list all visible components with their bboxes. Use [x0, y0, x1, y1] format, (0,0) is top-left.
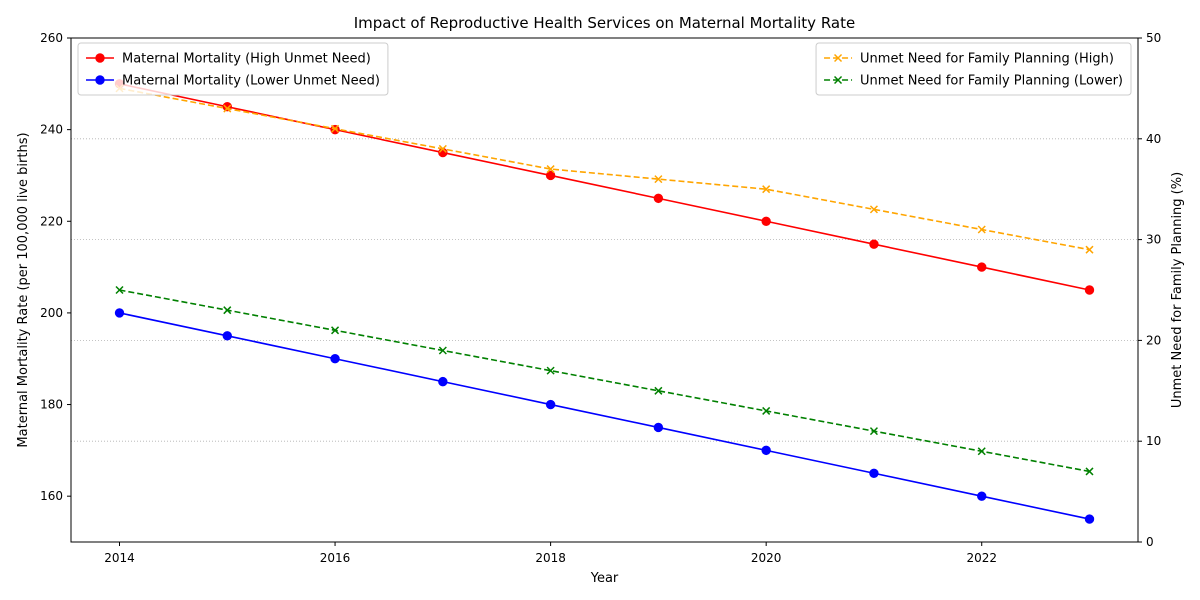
series-3-point-7	[869, 427, 878, 436]
series-2-point-9	[1085, 245, 1094, 254]
plot-frame	[70, 37, 1139, 543]
series-1-point-6	[761, 445, 771, 456]
x-axis-label: Year	[590, 571, 619, 586]
series-1-point-9	[1084, 514, 1095, 524]
series-1-point-3	[438, 376, 448, 387]
x-tick-label-3: 2020	[751, 551, 782, 565]
series-3-point-1-b	[223, 306, 232, 315]
series-0-point-9	[1084, 285, 1095, 295]
series-2-point-9-b	[1085, 245, 1094, 254]
series-1-point-5	[653, 422, 664, 433]
series-line-2	[119, 87, 1090, 251]
y2-tick-label-3: 30	[1146, 233, 1161, 247]
legend-right-marker-1	[834, 75, 843, 85]
series-0-point-5	[653, 193, 664, 204]
legend-right-marker-0	[834, 53, 843, 63]
series-1-point-7	[869, 468, 879, 478]
series-3-point-0-b	[115, 285, 124, 295]
series-2-point-6-b	[762, 185, 771, 194]
y-tick-label-3: 220	[40, 214, 63, 228]
series-1	[114, 308, 1095, 524]
y2-tick-label-1: 10	[1146, 434, 1161, 448]
series-3-point-9	[1085, 467, 1094, 476]
series-0-point-7	[869, 239, 879, 249]
x-tick-label-1: 2016	[320, 551, 351, 565]
legend-left-marker-1	[95, 75, 105, 85]
series-3-point-8-b	[977, 447, 986, 456]
y2-tick-label-0: 0	[1146, 535, 1154, 549]
series-2-point-4	[546, 165, 555, 174]
series-2-point-2-b	[331, 124, 340, 133]
legend-right-marker-1-b	[834, 75, 843, 85]
series-2-point-8	[977, 225, 986, 234]
y-tick-label-1: 180	[40, 398, 63, 412]
series-3-point-2-b	[331, 326, 340, 335]
series-0-point-6	[761, 216, 771, 226]
series-2-point-7-b	[869, 205, 878, 214]
series-3-point-0	[115, 285, 124, 295]
series-3-point-2	[331, 326, 340, 335]
series-3-point-6-b	[762, 406, 771, 415]
y-tick-label-2: 200	[40, 306, 63, 320]
y2-tick-label-5: 50	[1146, 31, 1161, 45]
series-2-point-7	[869, 205, 878, 214]
y-tick-label-0: 160	[40, 489, 63, 503]
legend-right: Unmet Need for Family Planning (High) Unm…	[815, 42, 1132, 96]
legend-left-label-1: Maternal Mortality (Lower Unmet Need)	[122, 74, 380, 89]
legend-right-label-1: Unmet Need for Family Planning (Lower)	[860, 74, 1123, 89]
series-3-point-5	[654, 386, 663, 395]
series-3-point-9-b	[1085, 467, 1094, 476]
series-2-point-8-b	[977, 225, 986, 234]
y-axis-label: Maternal Mortality Rate (per 100,000 liv…	[16, 132, 31, 447]
legend-left-label-0: Maternal Mortality (High Unmet Need)	[122, 52, 371, 67]
axes-layer: 2014 2016 2018 2020 2022 160 180 200 220 240 260 0 1…	[40, 31, 1161, 565]
series-3-point-1	[223, 306, 232, 315]
series-2-point-6	[762, 185, 771, 194]
y2-tick-label-4: 40	[1146, 132, 1161, 146]
series-3	[115, 285, 1094, 476]
chart-title: Impact of Reproductive Health Services o…	[354, 14, 855, 32]
legend-left: Maternal Mortality (High Unmet Need) Mate…	[77, 42, 389, 96]
series-3-point-3-b	[438, 346, 447, 355]
series-3-point-8	[977, 447, 986, 456]
series-2-point-4-b	[546, 165, 555, 174]
x-tick-label-0: 2014	[104, 551, 135, 565]
y-tick-label-4: 240	[40, 123, 63, 137]
series-2-point-3	[438, 144, 447, 153]
series-1-point-8	[977, 491, 987, 501]
series-line-3	[119, 289, 1090, 473]
series-1-point-2	[330, 354, 340, 364]
series-0-point-8	[977, 262, 987, 272]
legend-left-box	[77, 42, 389, 96]
series-2-point-1	[223, 104, 232, 113]
y-tick-label-5: 260	[40, 31, 63, 45]
legend-right-marker-0-b	[834, 53, 843, 63]
series-3-point-7-b	[869, 427, 878, 436]
series-3-point-6	[762, 406, 771, 415]
series-3-point-3	[438, 346, 447, 355]
series-1-point-4	[545, 399, 556, 410]
series-2-point-5-b	[654, 175, 663, 184]
series-line-1	[119, 312, 1090, 520]
series-1-point-0	[114, 308, 125, 318]
x-tick-label-2: 2018	[535, 551, 566, 565]
legend-right-label-0: Unmet Need for Family Planning (High)	[860, 52, 1114, 67]
series-2-point-1-b	[223, 104, 232, 113]
series-2-point-5	[654, 175, 663, 184]
y2-axis-label: Unmet Need for Family Planning (%)	[1170, 172, 1185, 408]
series-2-point-2	[331, 124, 340, 133]
y2-tick-label-2: 20	[1146, 333, 1161, 347]
series-3-point-4-b	[546, 366, 555, 375]
legend-right-box	[815, 42, 1132, 96]
series-3-point-4	[546, 366, 555, 375]
x-tick-label-4: 2022	[966, 551, 997, 565]
series-2-point-3-b	[438, 144, 447, 153]
legend-left-marker-0	[95, 53, 105, 63]
series-0-point-4	[545, 170, 556, 181]
series-1-point-1	[222, 331, 232, 341]
series-3-point-5-b	[654, 386, 663, 395]
series-layer	[114, 79, 1095, 524]
